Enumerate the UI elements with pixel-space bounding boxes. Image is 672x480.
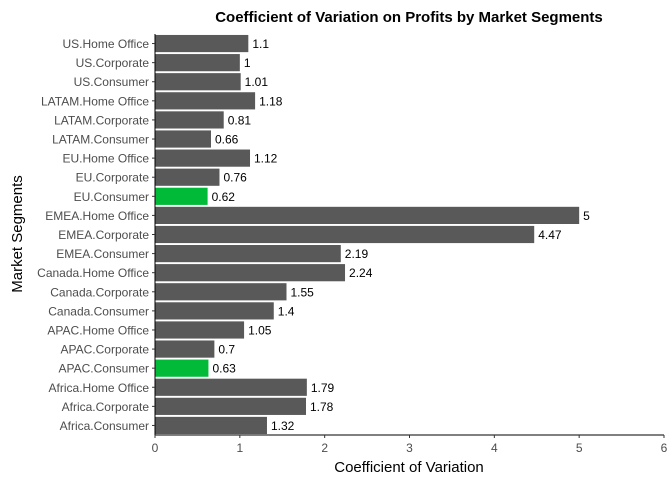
bars-group bbox=[155, 34, 580, 435]
y-tick-label-emea-consumer: EMEA.Consumer bbox=[56, 247, 149, 261]
y-tick-label-eu-consumer: EU.Consumer bbox=[74, 190, 149, 204]
data-label-eu-home-office: 1.12 bbox=[254, 152, 278, 166]
data-label-apac-corporate: 0.7 bbox=[218, 343, 235, 357]
y-tick-label-eu-corporate: EU.Corporate bbox=[76, 171, 150, 185]
bar-us-consumer bbox=[155, 73, 241, 91]
data-label-apac-consumer: 0.63 bbox=[212, 362, 236, 376]
data-label-us-home-office: 1.1 bbox=[252, 37, 269, 51]
y-tick-label-africa-home-office: Africa.Home Office bbox=[49, 381, 150, 395]
data-label-emea-home-office: 5 bbox=[583, 209, 590, 223]
bar-africa-corporate bbox=[155, 397, 307, 415]
y-tick-label-apac-home-office: APAC.Home Office bbox=[47, 323, 149, 337]
x-tick-label-3: 3 bbox=[406, 441, 413, 455]
data-labels-group: 1.11 1.01 1.18 0.81 0.66 1.12 0.76 0.62 5 4.47 2.1… bbox=[212, 37, 591, 433]
bar-latam-consumer bbox=[155, 130, 211, 148]
y-tick-label-apac-corporate: APAC.Corporate bbox=[61, 343, 150, 357]
x-axis: 0 1 2 3 4 5 6 bbox=[152, 434, 668, 455]
y-tick-label-us-consumer: US.Consumer bbox=[74, 75, 149, 89]
data-label-eu-consumer: 0.62 bbox=[212, 190, 236, 204]
bar-africa-home-office bbox=[155, 378, 307, 396]
data-label-eu-corporate: 0.76 bbox=[223, 171, 247, 185]
data-label-latam-corporate: 0.81 bbox=[228, 113, 252, 127]
chart-title: Coefficient of Variation on Profits by M… bbox=[215, 9, 603, 26]
data-label-canada-consumer: 1.4 bbox=[278, 304, 295, 318]
bar-emea-consumer bbox=[155, 245, 341, 263]
data-label-apac-home-office: 1.05 bbox=[248, 323, 272, 337]
y-tick-label-us-corporate: US.Corporate bbox=[76, 56, 150, 70]
data-label-canada-corporate: 1.55 bbox=[290, 285, 314, 299]
data-label-africa-consumer: 1.32 bbox=[271, 419, 295, 433]
y-axis: US.Home Office US.Corporate US.Consumer LAT… bbox=[37, 34, 156, 435]
bar-us-home-office bbox=[155, 34, 249, 53]
y-tick-label-africa-consumer: Africa.Consumer bbox=[60, 419, 149, 433]
data-label-africa-home-office: 1.79 bbox=[311, 381, 335, 395]
bar-canada-home-office bbox=[155, 264, 346, 282]
x-tick-label-5: 5 bbox=[576, 441, 583, 455]
data-label-africa-corporate: 1.78 bbox=[310, 400, 334, 414]
x-tick-label-1: 1 bbox=[236, 441, 243, 455]
x-tick-label-4: 4 bbox=[491, 441, 498, 455]
bar-canada-consumer bbox=[155, 302, 274, 320]
bar-latam-corporate bbox=[155, 111, 224, 129]
bar-canada-corporate bbox=[155, 283, 287, 301]
y-tick-label-canada-consumer: Canada.Consumer bbox=[48, 304, 149, 318]
bar-emea-corporate bbox=[155, 225, 535, 244]
y-tick-label-eu-home-office: EU.Home Office bbox=[63, 152, 150, 166]
bar-latam-home-office bbox=[155, 92, 256, 110]
data-label-emea-consumer: 2.19 bbox=[345, 247, 369, 261]
bar-apac-consumer bbox=[155, 359, 209, 377]
y-tick-label-latam-home-office: LATAM.Home Office bbox=[41, 94, 149, 108]
y-tick-label-emea-home-office: EMEA.Home Office bbox=[45, 209, 149, 223]
y-tick-label-apac-consumer: APAC.Consumer bbox=[59, 362, 149, 376]
bar-us-corporate bbox=[155, 54, 240, 72]
y-axis-title: Market Segments bbox=[9, 175, 26, 293]
bar-eu-consumer bbox=[155, 187, 208, 205]
data-label-latam-consumer: 0.66 bbox=[215, 133, 239, 147]
y-tick-label-us-home-office: US.Home Office bbox=[63, 37, 150, 51]
bar-eu-home-office bbox=[155, 149, 251, 167]
bar-eu-corporate bbox=[155, 168, 220, 186]
bar-apac-home-office bbox=[155, 321, 245, 339]
y-tick-labels: US.Home Office US.Corporate US.Consumer LAT… bbox=[37, 37, 155, 433]
data-label-latam-home-office: 1.18 bbox=[259, 94, 283, 108]
x-tick-label-0: 0 bbox=[152, 441, 159, 455]
x-tick-label-2: 2 bbox=[321, 441, 328, 455]
y-tick-label-emea-corporate: EMEA.Corporate bbox=[58, 228, 149, 242]
y-tick-label-africa-corporate: Africa.Corporate bbox=[62, 400, 150, 414]
bar-emea-home-office bbox=[155, 206, 580, 224]
bar-apac-corporate bbox=[155, 340, 215, 358]
data-label-us-corporate: 1 bbox=[244, 56, 251, 70]
y-tick-label-canada-home-office: Canada.Home Office bbox=[37, 266, 149, 280]
data-label-us-consumer: 1.01 bbox=[245, 75, 269, 89]
bar-africa-consumer bbox=[155, 416, 267, 435]
data-label-emea-corporate: 4.47 bbox=[538, 228, 562, 242]
x-axis-title: Coefficient of Variation bbox=[334, 459, 484, 476]
x-tick-label-6: 6 bbox=[661, 441, 668, 455]
x-tick-labels: 0 1 2 3 4 5 6 bbox=[152, 435, 668, 455]
y-tick-label-canada-corporate: Canada.Corporate bbox=[50, 285, 149, 299]
y-tick-label-latam-corporate: LATAM.Corporate bbox=[54, 113, 149, 127]
y-tick-label-latam-consumer: LATAM.Consumer bbox=[52, 133, 149, 147]
data-label-canada-home-office: 2.24 bbox=[349, 266, 373, 280]
